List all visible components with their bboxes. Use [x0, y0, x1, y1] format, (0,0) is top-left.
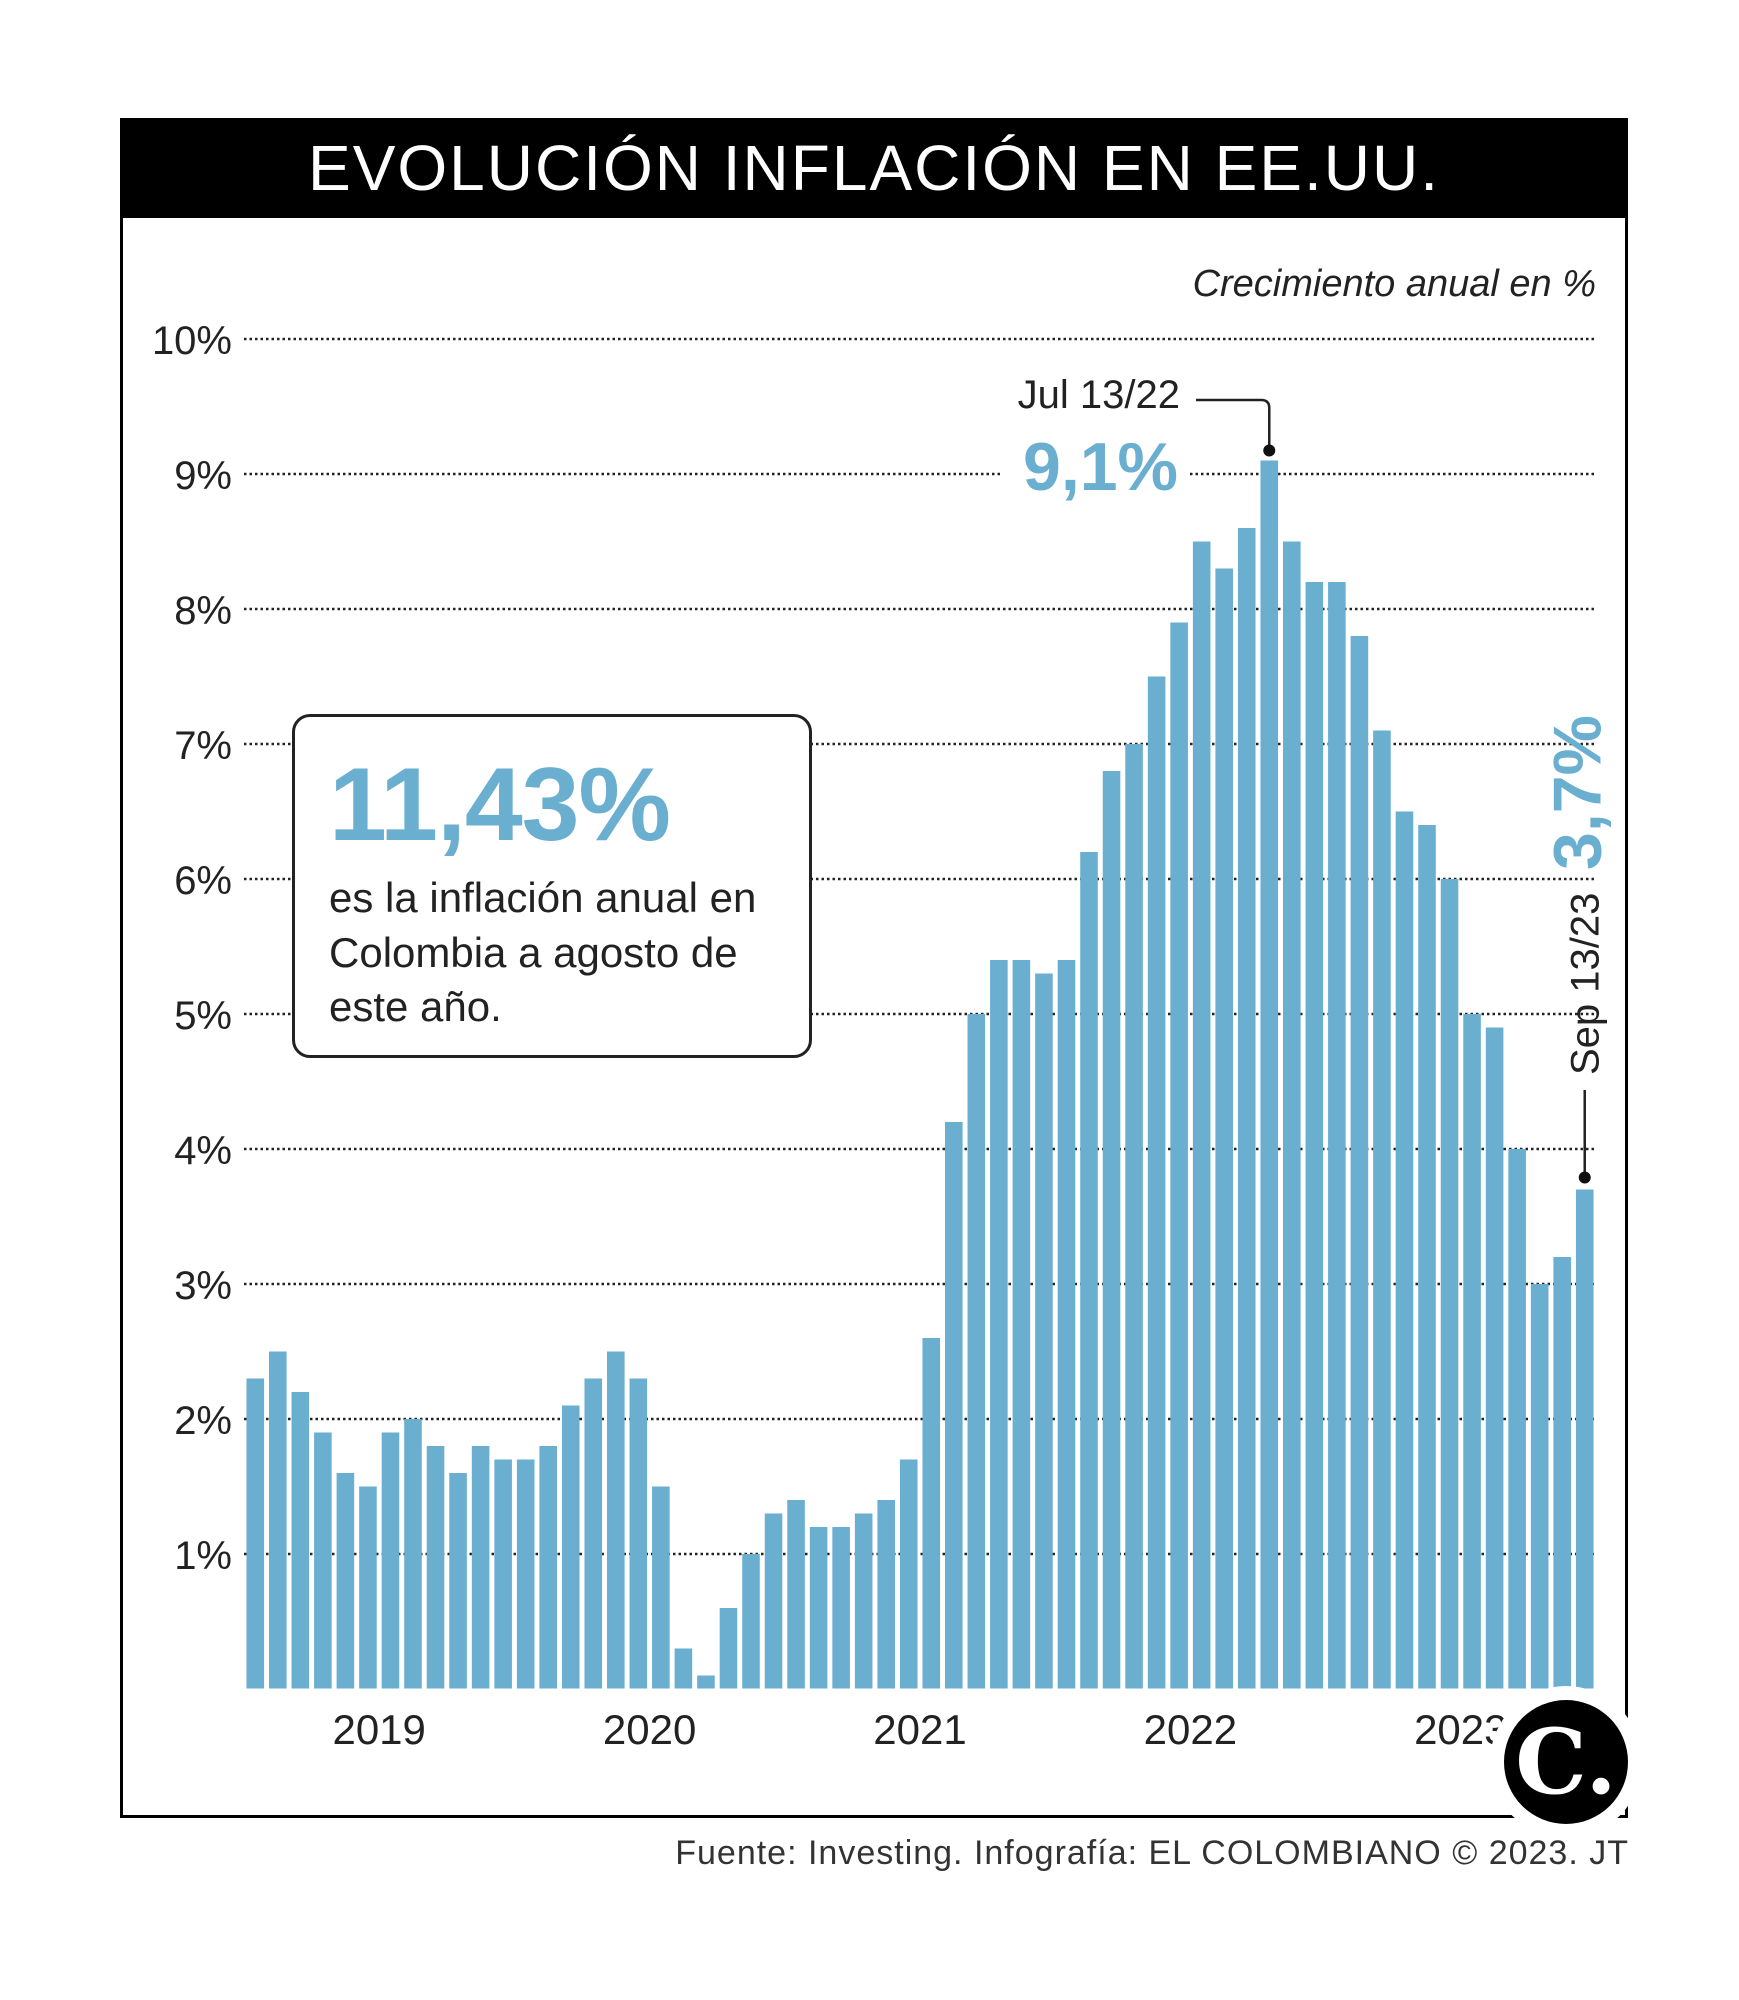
y-tick-label: 10% — [152, 319, 232, 363]
peak-label-background — [1000, 423, 1190, 493]
source-credit: Fuente: Investing. Infografía: EL COLOMB… — [675, 1834, 1629, 1872]
bar — [899, 1459, 918, 1689]
bar — [1125, 744, 1143, 1689]
axes: 1% 2% 3% 4% 5% 6% 7% 8% 9% 10% 2019 2020 2021 2022 202… — [152, 319, 1596, 1753]
x-year-label: 2020 — [603, 1706, 696, 1753]
bar — [652, 1486, 670, 1689]
bar — [945, 1122, 963, 1689]
bar — [1373, 730, 1391, 1689]
y-tick-label: 7% — [174, 724, 232, 768]
bar — [494, 1459, 512, 1689]
bar — [629, 1378, 648, 1689]
bar — [1440, 879, 1459, 1689]
bar — [561, 1405, 580, 1689]
bar — [584, 1378, 603, 1689]
bar — [922, 1338, 941, 1689]
bar — [1575, 1189, 1594, 1689]
bar — [1485, 1027, 1504, 1689]
bar — [1237, 528, 1256, 1689]
bar — [1260, 460, 1279, 1689]
bar — [426, 1446, 445, 1689]
bar — [314, 1432, 332, 1689]
peak-date-label: Jul 13/22 — [1018, 373, 1180, 417]
bar — [967, 1014, 986, 1689]
bar — [1283, 541, 1301, 1689]
el-colombiano-logo-icon: C. — [1504, 1700, 1628, 1824]
bar — [854, 1513, 873, 1689]
colombia-inflation-callout: 11,43% es la inflación anual en Colombia… — [292, 714, 812, 1058]
peak-leader-line — [1196, 398, 1271, 449]
bar — [674, 1648, 693, 1689]
callout-value: 11,43% — [329, 747, 671, 863]
annotations: Jul 13/22 9,1% Sep 13/23 3,7% — [1000, 373, 1616, 1184]
bar — [1395, 811, 1414, 1689]
bar — [1192, 541, 1211, 1689]
bar — [449, 1473, 467, 1689]
y-tick-label: 5% — [174, 994, 232, 1038]
bar — [1147, 676, 1166, 1689]
peak-value-label: 9,1% — [1023, 429, 1178, 505]
callout-text: es la inflación anual en Colombia a agos… — [329, 874, 757, 1031]
bar — [832, 1527, 850, 1689]
x-year-label: 2022 — [1144, 1706, 1237, 1753]
peak-dot — [1263, 444, 1276, 457]
bar — [1215, 568, 1233, 1689]
bar — [381, 1432, 400, 1689]
x-year-label: 2023 — [1414, 1706, 1507, 1753]
bar — [516, 1459, 535, 1689]
bar — [1012, 960, 1031, 1689]
bar — [877, 1500, 895, 1689]
bars — [246, 460, 1594, 1689]
bar — [269, 1351, 287, 1689]
bar — [787, 1500, 805, 1689]
bar — [471, 1446, 490, 1689]
y-tick-label: 8% — [174, 589, 232, 633]
latest-date-label: Sep 13/23 — [1564, 893, 1608, 1075]
bar — [1080, 852, 1098, 1689]
x-year-label: 2019 — [332, 1706, 425, 1753]
y-tick-label: 1% — [174, 1534, 232, 1578]
bar — [404, 1419, 422, 1689]
latest-value-label: 3,7% — [1540, 715, 1616, 870]
bar — [1553, 1257, 1571, 1689]
bar — [990, 960, 1008, 1689]
bar — [1350, 636, 1369, 1689]
bar — [1305, 582, 1324, 1689]
y-tick-label: 4% — [174, 1129, 232, 1173]
bar — [697, 1675, 715, 1689]
bar — [1530, 1284, 1549, 1689]
bar — [1035, 973, 1053, 1689]
bar — [607, 1351, 625, 1689]
bar — [719, 1608, 738, 1689]
bar — [1102, 771, 1121, 1689]
bar — [359, 1486, 377, 1689]
chart-subtitle: Crecimiento anual en % — [1193, 263, 1596, 305]
bar — [809, 1527, 828, 1689]
bar — [539, 1446, 557, 1689]
y-tick-label: 3% — [174, 1264, 232, 1308]
y-tick-label: 6% — [174, 859, 232, 903]
bar — [336, 1473, 355, 1689]
bar — [1170, 622, 1188, 1689]
bar — [246, 1378, 265, 1689]
chart-title: EVOLUCIÓN INFLACIÓN EN EE.UU. — [120, 118, 1628, 218]
bar — [742, 1554, 760, 1689]
bar — [1328, 582, 1346, 1689]
bar — [1418, 825, 1436, 1689]
y-tick-label: 2% — [174, 1399, 232, 1443]
x-year-label: 2021 — [873, 1706, 966, 1753]
latest-dot — [1578, 1171, 1591, 1184]
bar — [764, 1513, 783, 1689]
bar — [291, 1392, 310, 1689]
bar — [1463, 1014, 1481, 1689]
bar — [1057, 960, 1076, 1689]
y-tick-label: 9% — [174, 454, 232, 498]
bar — [1508, 1149, 1526, 1689]
